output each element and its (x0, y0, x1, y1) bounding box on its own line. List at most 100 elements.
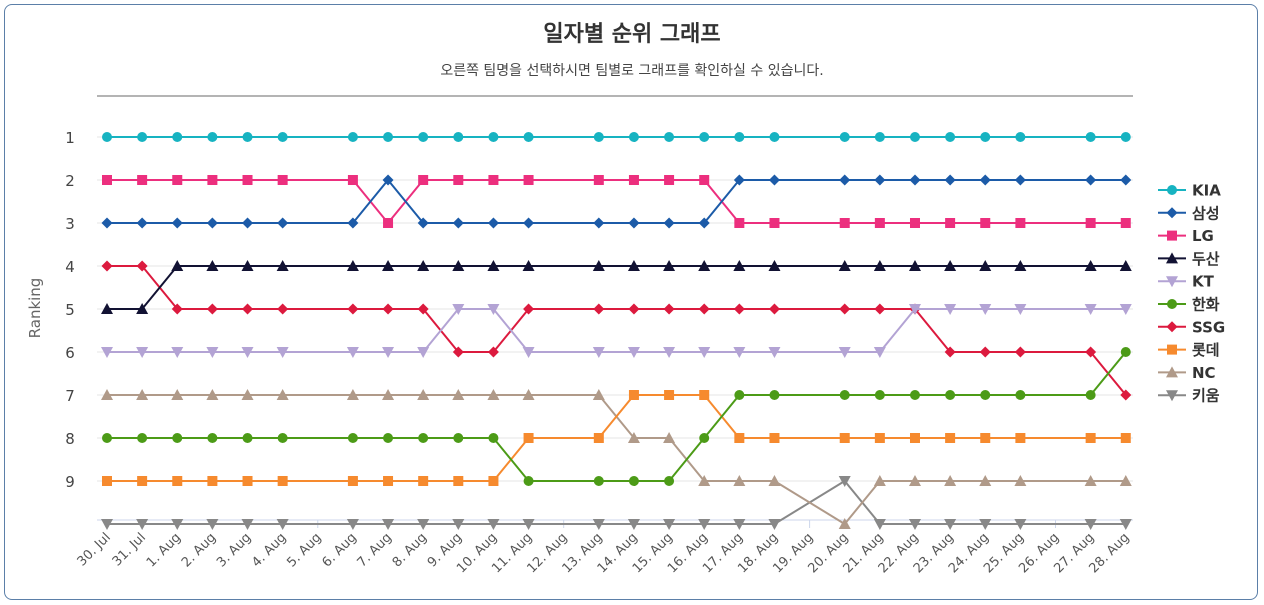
data-point[interactable] (593, 175, 604, 185)
data-point[interactable] (242, 433, 253, 443)
data-point[interactable] (136, 347, 149, 358)
data-point[interactable] (207, 476, 218, 486)
data-point[interactable] (979, 174, 991, 186)
data-point[interactable] (1084, 475, 1097, 486)
data-point[interactable] (628, 132, 639, 142)
data-point[interactable] (242, 132, 253, 142)
data-point[interactable] (1014, 304, 1027, 315)
data-point[interactable] (628, 390, 639, 400)
data-point[interactable] (873, 475, 886, 486)
data-point[interactable] (592, 347, 605, 358)
data-point[interactable] (347, 217, 359, 229)
data-point[interactable] (628, 476, 639, 486)
data-point[interactable] (874, 433, 885, 443)
data-point[interactable] (488, 132, 499, 142)
data-point[interactable] (452, 260, 465, 271)
data-point[interactable] (768, 174, 780, 186)
data-point[interactable] (523, 132, 534, 142)
data-point[interactable] (663, 432, 676, 443)
data-point[interactable] (452, 519, 465, 530)
data-point[interactable] (944, 346, 956, 358)
data-point[interactable] (522, 519, 535, 530)
data-point[interactable] (663, 519, 676, 530)
data-point[interactable] (418, 132, 429, 142)
data-point[interactable] (207, 132, 218, 142)
data-point[interactable] (277, 132, 288, 142)
data-point[interactable] (699, 390, 710, 400)
data-point[interactable] (172, 175, 183, 185)
data-point[interactable] (171, 217, 183, 229)
data-point[interactable] (523, 175, 534, 185)
data-point[interactable] (768, 347, 781, 358)
data-point[interactable] (171, 519, 184, 530)
data-point[interactable] (593, 217, 605, 229)
legend[interactable]: KIA 삼성 LG 두산 KT 한화 SSG 롯데 NC 키움 (1158, 182, 1225, 405)
data-point[interactable] (734, 390, 745, 400)
data-point[interactable] (979, 475, 992, 486)
data-point[interactable] (873, 347, 886, 358)
data-point[interactable] (768, 475, 781, 486)
data-point[interactable] (172, 476, 183, 486)
data-point[interactable] (663, 303, 675, 315)
data-point[interactable] (909, 218, 920, 228)
data-point[interactable] (206, 347, 219, 358)
data-point[interactable] (1084, 519, 1097, 530)
data-point[interactable] (664, 390, 675, 400)
data-point[interactable] (663, 260, 676, 271)
data-point[interactable] (699, 433, 710, 443)
data-point[interactable] (980, 433, 991, 443)
data-point[interactable] (171, 389, 184, 400)
data-point[interactable] (101, 217, 113, 229)
data-point[interactable] (417, 519, 430, 530)
data-point[interactable] (627, 432, 640, 443)
data-point[interactable] (838, 260, 851, 271)
data-point[interactable] (382, 303, 394, 315)
data-point[interactable] (136, 217, 148, 229)
data-point[interactable] (592, 519, 605, 530)
data-point[interactable] (979, 519, 992, 530)
data-point[interactable] (593, 303, 605, 315)
data-point[interactable] (1084, 304, 1097, 315)
data-point[interactable] (733, 519, 746, 530)
data-point[interactable] (627, 347, 640, 358)
data-point[interactable] (277, 217, 289, 229)
data-point[interactable] (453, 132, 464, 142)
data-point[interactable] (522, 347, 535, 358)
data-point[interactable] (839, 433, 850, 443)
data-point[interactable] (206, 519, 219, 530)
data-point[interactable] (734, 132, 745, 142)
data-point[interactable] (1120, 132, 1131, 142)
data-point[interactable] (277, 476, 288, 486)
data-point[interactable] (382, 519, 395, 530)
data-point[interactable] (699, 175, 710, 185)
legend-item-KT[interactable]: KT (1158, 273, 1215, 291)
data-point[interactable] (874, 218, 885, 228)
data-point[interactable] (768, 303, 780, 315)
data-point[interactable] (698, 260, 711, 271)
data-point[interactable] (909, 132, 920, 142)
data-point[interactable] (276, 519, 289, 530)
data-point[interactable] (102, 175, 112, 185)
data-point[interactable] (136, 519, 149, 530)
data-point[interactable] (944, 475, 957, 486)
data-point[interactable] (664, 175, 675, 185)
data-point[interactable] (769, 132, 780, 142)
data-point[interactable] (1119, 519, 1132, 530)
data-point[interactable] (874, 174, 886, 186)
data-point[interactable] (346, 519, 359, 530)
data-point[interactable] (487, 304, 500, 315)
data-point[interactable] (241, 389, 254, 400)
data-point[interactable] (417, 389, 430, 400)
legend-item-한화[interactable]: 한화 (1158, 296, 1220, 314)
data-point[interactable] (1120, 389, 1132, 401)
data-point[interactable] (487, 519, 500, 530)
data-point[interactable] (1085, 346, 1097, 358)
data-point[interactable] (734, 433, 745, 443)
legend-item-LG[interactable]: LG (1158, 227, 1214, 245)
data-point[interactable] (944, 260, 957, 271)
data-point[interactable] (101, 389, 113, 400)
data-point[interactable] (487, 389, 500, 400)
data-point[interactable] (874, 390, 885, 400)
data-point[interactable] (593, 132, 604, 142)
data-point[interactable] (383, 218, 394, 228)
